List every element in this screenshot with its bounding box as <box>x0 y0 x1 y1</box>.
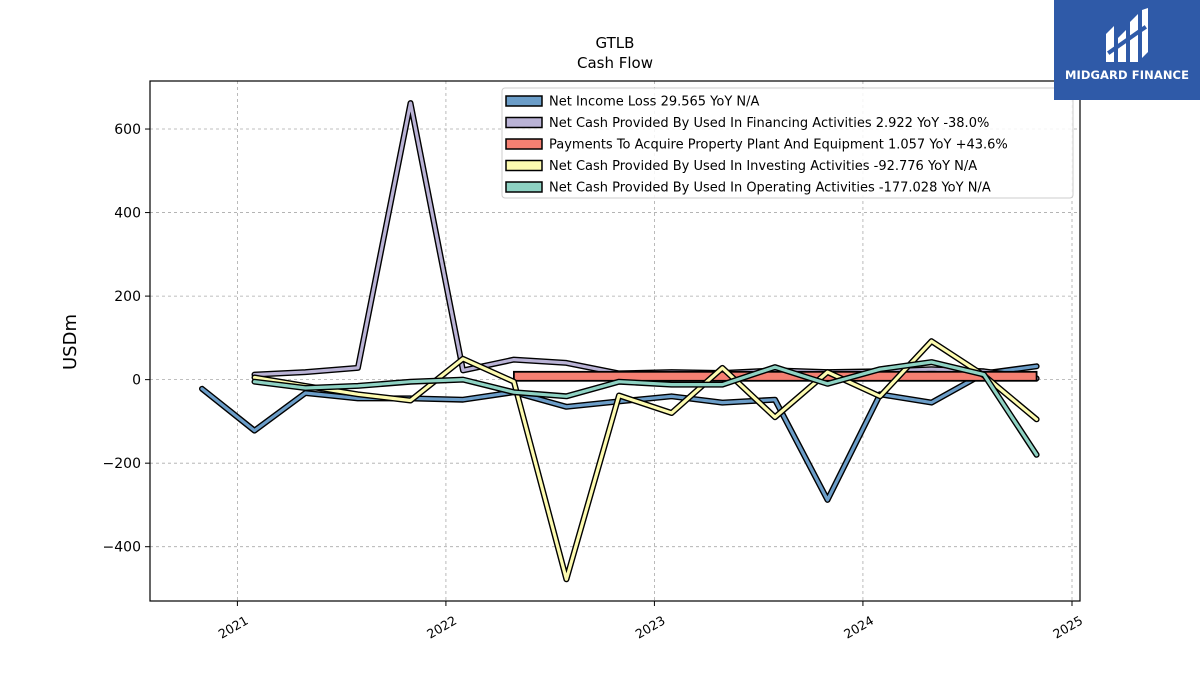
legend-swatch <box>505 159 543 172</box>
y-tick-label: 600 <box>114 122 141 138</box>
x-tick-label: 2024 <box>841 613 876 642</box>
legend-box <box>501 87 1074 199</box>
y-tick-label: 200 <box>114 289 141 305</box>
series-line-3 <box>252 339 1039 581</box>
legend-swatch <box>505 95 543 107</box>
legend-swatch <box>505 116 543 129</box>
brand-logo: MIDGARD FINANCE <box>1054 0 1200 100</box>
x-tick-label: 2022 <box>424 613 459 642</box>
brand-name: MIDGARD FINANCE <box>1064 68 1190 82</box>
legend-entry: Net Income Loss 29.565 YoY N/A <box>549 95 760 110</box>
y-axis-label: USDm <box>60 314 81 370</box>
plot-frame <box>149 80 1081 602</box>
x-tick-label: 2023 <box>633 613 668 642</box>
chart-subtitle: Cash Flow <box>577 54 653 72</box>
chart-title: GTLB <box>596 34 635 52</box>
series-line-capex <box>512 370 1038 382</box>
y-tick-label: 400 <box>114 206 141 222</box>
legend-entry: Net Cash Provided By Used In Operating A… <box>549 181 991 196</box>
midgard-logo-icon <box>1106 8 1148 62</box>
y-tick-label: 0 <box>132 373 141 389</box>
legend-entry: Net Cash Provided By Used In Investing A… <box>549 159 977 174</box>
series-lines <box>199 100 1040 583</box>
legend: Net Income Loss 29.565 YoY N/A Net Cash P… <box>501 87 1074 199</box>
x-tick-label: 2021 <box>216 613 251 642</box>
y-tick-label: −200 <box>103 456 141 472</box>
series-line-4 <box>252 360 1039 457</box>
legend-entry: Payments To Acquire Property Plant And E… <box>549 138 1008 153</box>
legend-swatch <box>505 138 543 150</box>
y-tick-label: −400 <box>103 540 141 556</box>
legend-swatch <box>505 181 543 193</box>
x-tick-label: 2025 <box>1050 613 1085 642</box>
axis-ticks: −400 −200 0 200 400 600 2021 2022 2023 2024 2025 <box>103 122 1086 642</box>
legend-entry: Net Cash Provided By Used In Financing A… <box>549 116 989 131</box>
